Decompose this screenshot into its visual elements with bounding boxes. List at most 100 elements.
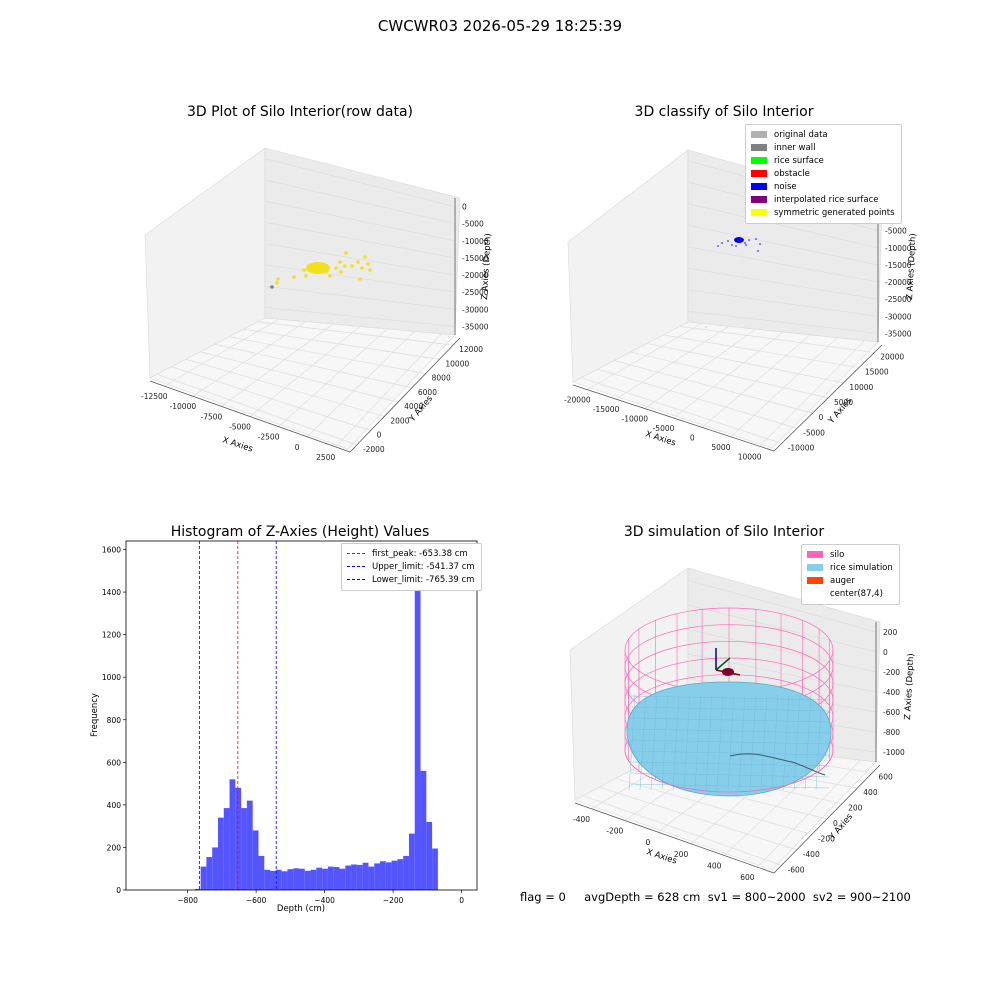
legend-swatch: [751, 170, 767, 177]
rice-mesh: [716, 694, 724, 791]
scatter-point: [328, 274, 332, 278]
panel2-legend: original data inner wall rice surface obsta…: [745, 124, 902, 224]
panel4-ztick: -600: [883, 708, 900, 717]
panel3-legend-entry: Lower_limit: -765.39 cm: [347, 573, 475, 586]
panel3-title: Histogram of Z-Axies (Height) Values: [170, 524, 430, 540]
panel4-legend-entry: silo: [807, 548, 893, 561]
panel3-xtick: −400: [314, 896, 335, 905]
panel3-xtick: −600: [246, 896, 267, 905]
noise-point: [759, 243, 761, 245]
panel3-ytick: 0: [116, 886, 121, 895]
panel2-xtick: -15000: [593, 405, 620, 414]
histogram-bar: [391, 860, 398, 890]
panel2-legend-entry: inner wall: [751, 141, 895, 154]
rice-dip: [729, 753, 826, 776]
panel3-ytick: 1000: [102, 673, 121, 682]
legend-line-swatch: [347, 553, 365, 554]
scatter-point: [368, 268, 372, 272]
panel2-ztick: -30000: [885, 312, 912, 321]
histogram-bar: [374, 863, 381, 890]
panel3-ytick: 1200: [102, 631, 121, 640]
scatter-point: [360, 266, 364, 270]
panel4-ztick: 0: [883, 648, 888, 657]
panel1-ytick: 10000: [445, 359, 469, 368]
rice-mesh: [630, 728, 830, 734]
scatter-point: [339, 270, 343, 274]
legend-label: interpolated rice surface: [774, 194, 879, 205]
panel1-ytick: 8000: [432, 374, 451, 383]
panel2-ztick: -10000: [885, 244, 912, 253]
histogram-bar: [281, 871, 288, 890]
panel2-legend-entry: interpolated rice surface: [751, 193, 895, 206]
panel4-legend-entry: auger: [807, 574, 893, 587]
panel4-legend-entry: rice simulation: [807, 561, 893, 574]
noise-point: [735, 245, 737, 247]
scatter-point: [358, 277, 362, 281]
silo-bottom-front: [624, 749, 834, 793]
scatter-point: [366, 262, 370, 266]
panel1-title: 3D Plot of Silo Interior(row data): [186, 104, 414, 120]
panel2-ytick: -10000: [788, 443, 815, 452]
rice-mesh: [727, 694, 735, 791]
panel1-ytick: 0: [377, 431, 382, 440]
rice-mesh: [628, 694, 636, 791]
histogram-bar: [223, 808, 230, 890]
panel2-legend-entry: rice surface: [751, 154, 895, 167]
panel4-xtick: -200: [606, 827, 623, 836]
panel3-legend-entry: first_peak: -653.38 cm: [347, 547, 475, 560]
legend-label: original data: [774, 129, 828, 140]
legend-label: symmetric generated points: [774, 207, 895, 218]
histogram-bar: [275, 869, 282, 890]
histogram-bar: [351, 864, 357, 890]
panel1-ztick: -30000: [462, 305, 489, 314]
panel2-ztick: -25000: [885, 295, 912, 304]
scatter-point: [334, 266, 338, 270]
panel2-ytick: 10000: [849, 383, 873, 392]
noise-point: [748, 239, 750, 241]
rice-mesh: [630, 706, 830, 712]
legend-line-swatch: [347, 579, 365, 580]
panel2-xtick: 10000: [738, 452, 762, 461]
legend-label: first_peak: -653.38 cm: [372, 548, 468, 559]
panel4-xtick: 200: [674, 850, 689, 859]
panel4-title: 3D simulation of Silo Interior: [623, 524, 825, 540]
rice-mesh: [630, 772, 830, 778]
panel2-xtick: -20000: [564, 396, 591, 405]
panel2-ytick: 15000: [865, 368, 889, 377]
panel1-ztick: -5000: [462, 220, 484, 229]
histogram-bar: [322, 868, 328, 890]
histogram-bar: [380, 861, 386, 890]
panel4-legend-entry: center(87,4): [807, 587, 893, 600]
histogram-bar: [333, 867, 340, 890]
rice-mesh: [630, 739, 830, 745]
panel4-ztick: -800: [883, 728, 900, 737]
legend-label: rice surface: [774, 155, 824, 166]
scatter-point: [350, 264, 354, 268]
histogram-bar: [206, 857, 213, 890]
panel4-ytick: 0: [833, 819, 838, 828]
histogram-bar: [270, 870, 276, 890]
histogram-bar: [368, 866, 375, 890]
rice-mesh: [672, 694, 680, 791]
panel4-ytick: -400: [803, 850, 820, 859]
panel3-ytick: 800: [107, 716, 122, 725]
scatter-point: [344, 251, 348, 255]
histogram-bar: [362, 862, 369, 890]
panel3-ylabel: Frequency: [90, 693, 100, 737]
panel1-ytick: 12000: [459, 345, 483, 354]
rice-mesh: [804, 694, 812, 791]
rice-mesh: [630, 717, 830, 723]
panel2-xtick: -5000: [653, 424, 675, 433]
legend-swatch: [751, 144, 767, 151]
scatter-point: [338, 260, 342, 264]
histogram-bar: [299, 868, 305, 890]
panel4-ylabel: Y Axies: [827, 812, 855, 843]
panel3-xlabel: Depth (cm): [277, 904, 325, 914]
legend-label: inner wall: [774, 142, 816, 153]
panel4-legend: silo rice simulation auger center(87,4): [801, 544, 900, 605]
panel4-ztick: -200: [883, 668, 900, 677]
center-axis-y: [715, 657, 731, 671]
legend-swatch: [751, 131, 767, 138]
